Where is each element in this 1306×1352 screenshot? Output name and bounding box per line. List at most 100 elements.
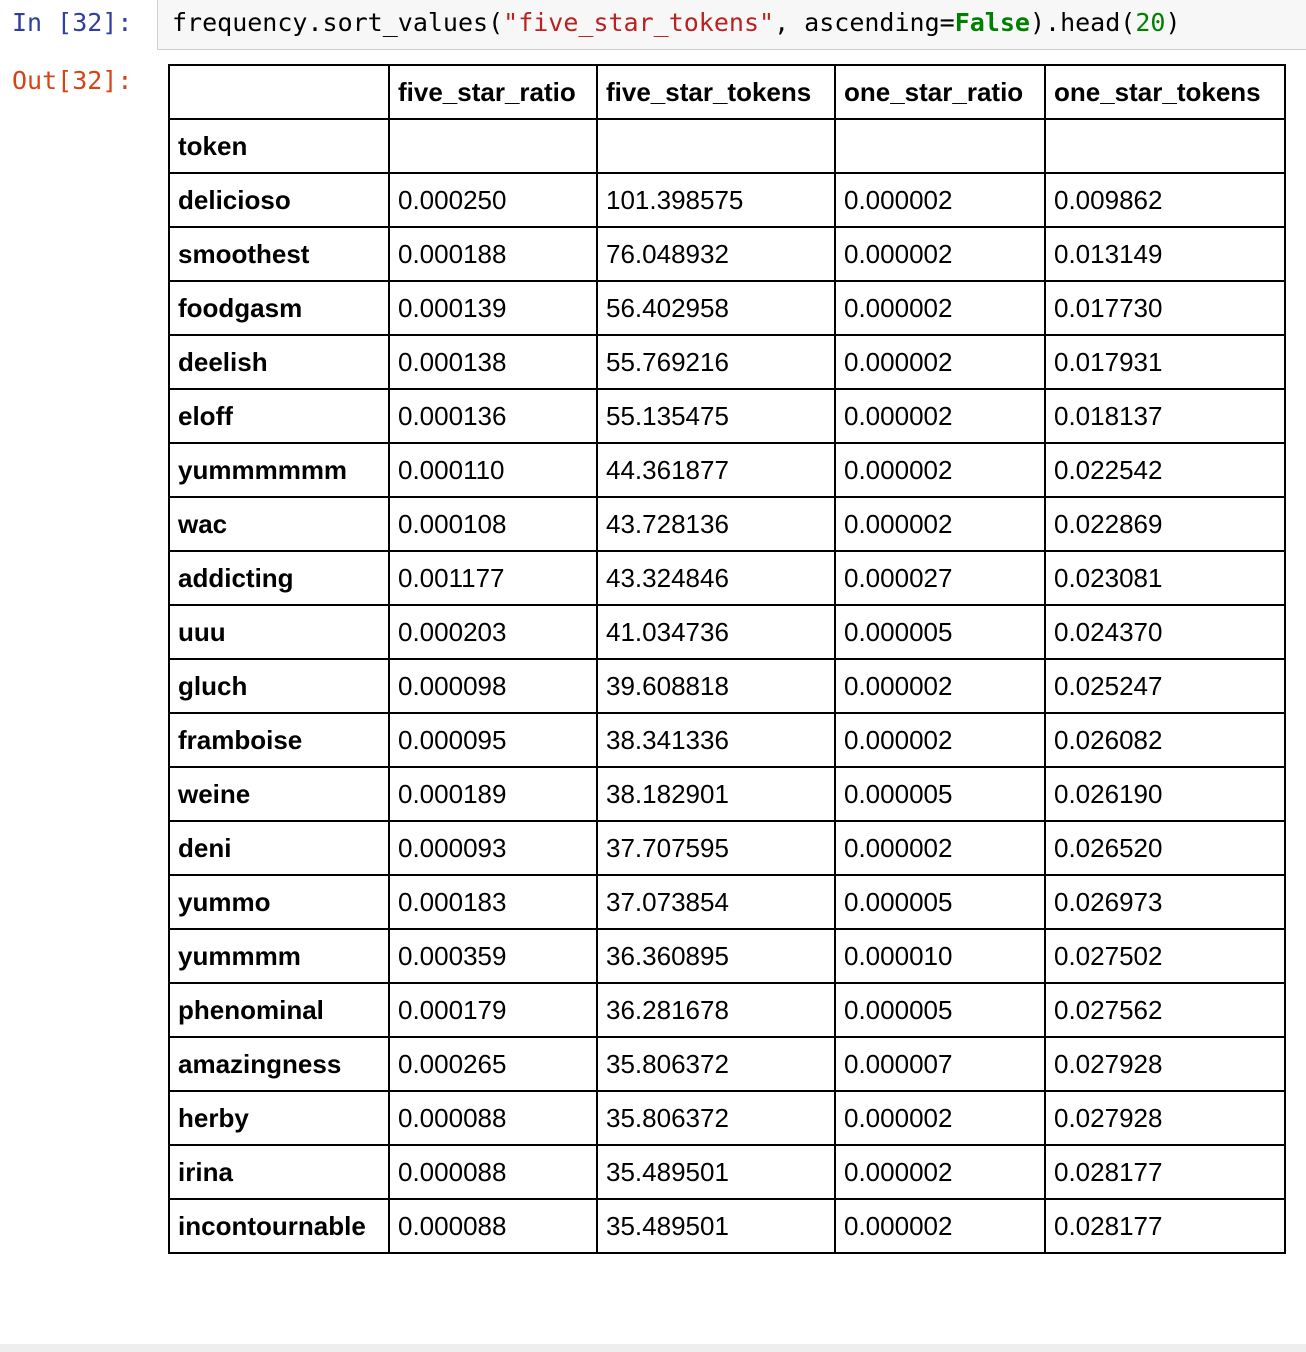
table-row: eloff 0.000136 55.135475 0.000002 0.018137 (168, 388, 1286, 444)
empty-header-cell (596, 118, 836, 174)
table-row: yummmm 0.000359 36.360895 0.000010 0.027502 (168, 928, 1286, 984)
code-prefix: frequency.sort_values( (172, 8, 504, 37)
row-index: addicting (168, 550, 390, 606)
table-cell: 0.000002 (834, 172, 1046, 228)
table-cell: 0.017730 (1044, 280, 1286, 336)
table-cell: 0.013149 (1044, 226, 1286, 282)
code-line: frequency.sort_values("five_star_tokens"… (172, 8, 1181, 38)
table-cell: 0.000002 (834, 1198, 1046, 1254)
table-row: irina 0.000088 35.489501 0.000002 0.028177 (168, 1144, 1286, 1200)
table-cell: 101.398575 (596, 172, 836, 228)
index-name-row: token (168, 118, 1286, 174)
column-header: five_star_ratio (388, 64, 598, 120)
table-cell: 0.000005 (834, 604, 1046, 660)
table-cell: 55.135475 (596, 388, 836, 444)
table-cell: 41.034736 (596, 604, 836, 660)
row-index: yummmm (168, 928, 390, 984)
table-cell: 0.000002 (834, 1144, 1046, 1200)
table-row: weine 0.000189 38.182901 0.000005 0.026190 (168, 766, 1286, 822)
table-cell: 39.608818 (596, 658, 836, 714)
table-cell: 0.000095 (388, 712, 598, 768)
empty-header-cell (388, 118, 598, 174)
table-cell: 0.000088 (388, 1198, 598, 1254)
table-cell: 36.360895 (596, 928, 836, 984)
table-cell: 76.048932 (596, 226, 836, 282)
table-cell: 0.000359 (388, 928, 598, 984)
table-cell: 0.000007 (834, 1036, 1046, 1092)
table-cell: 44.361877 (596, 442, 836, 498)
code-middle: ).head( (1029, 8, 1136, 37)
table-cell: 0.026520 (1044, 820, 1286, 876)
table-cell: 0.000265 (388, 1036, 598, 1092)
table-row: yummmmmm 0.000110 44.361877 0.000002 0.02254… (168, 442, 1286, 498)
row-index: uuu (168, 604, 390, 660)
table-cell: 43.324846 (596, 550, 836, 606)
table-cell: 38.182901 (596, 766, 836, 822)
table-cell: 37.073854 (596, 874, 836, 930)
table-cell: 0.001177 (388, 550, 598, 606)
table-cell: 0.009862 (1044, 172, 1286, 228)
row-index: incontournable (168, 1198, 390, 1254)
row-index: delicioso (168, 172, 390, 228)
table-cell: 0.000002 (834, 496, 1046, 552)
dataframe-table: five_star_ratio five_star_tokens one_sta… (168, 64, 1286, 1254)
table-cell: 0.000098 (388, 658, 598, 714)
table-row: uuu 0.000203 41.034736 0.000005 0.024370 (168, 604, 1286, 660)
table-cell: 38.341336 (596, 712, 836, 768)
table-cell: 43.728136 (596, 496, 836, 552)
row-index: phenominal (168, 982, 390, 1038)
row-index: deni (168, 820, 390, 876)
table-cell: 0.027928 (1044, 1090, 1286, 1146)
column-header: five_star_tokens (596, 64, 836, 120)
row-index: yummo (168, 874, 390, 930)
table-cell: 0.000002 (834, 226, 1046, 282)
table-row: amazingness 0.000265 35.806372 0.000007 0.02… (168, 1036, 1286, 1092)
empty-header-cell (834, 118, 1046, 174)
code-cell-input[interactable]: frequency.sort_values("five_star_tokens"… (157, 0, 1306, 50)
table-cell: 0.000010 (834, 928, 1046, 984)
table-cell: 0.000002 (834, 658, 1046, 714)
table-header: five_star_ratio five_star_tokens one_sta… (168, 64, 1286, 174)
table-row: incontournable 0.000088 35.489501 0.000002 0… (168, 1198, 1286, 1254)
header-corner (168, 64, 390, 120)
table-row: herby 0.000088 35.806372 0.000002 0.027928 (168, 1090, 1286, 1146)
row-index: framboise (168, 712, 390, 768)
table-row: delicioso 0.000250 101.398575 0.000002 0.009… (168, 172, 1286, 228)
column-header: one_star_tokens (1044, 64, 1286, 120)
table-cell: 0.000203 (388, 604, 598, 660)
table-cell: 0.027502 (1044, 928, 1286, 984)
table-cell: 56.402958 (596, 280, 836, 336)
table-row: gluch 0.000098 39.608818 0.000002 0.025247 (168, 658, 1286, 714)
table-row: wac 0.000108 43.728136 0.000002 0.022869 (168, 496, 1286, 552)
table-cell: 0.000002 (834, 442, 1046, 498)
column-header-row: five_star_ratio five_star_tokens one_sta… (168, 64, 1286, 120)
row-index: foodgasm (168, 280, 390, 336)
table-cell: 0.028177 (1044, 1198, 1286, 1254)
table-cell: 0.018137 (1044, 388, 1286, 444)
table-cell: 0.000093 (388, 820, 598, 876)
table-cell: 0.000088 (388, 1144, 598, 1200)
table-cell: 36.281678 (596, 982, 836, 1038)
table-cell: 0.025247 (1044, 658, 1286, 714)
table-cell: 0.017931 (1044, 334, 1286, 390)
table-cell: 35.489501 (596, 1198, 836, 1254)
input-prompt: In [32]: (12, 8, 133, 37)
table-cell: 0.000002 (834, 280, 1046, 336)
table-cell: 0.000108 (388, 496, 598, 552)
table-cell: 0.027928 (1044, 1036, 1286, 1092)
table-cell: 0.000005 (834, 874, 1046, 930)
code-num-arg: 20 (1135, 8, 1166, 37)
table-cell: 0.000088 (388, 1090, 598, 1146)
table-cell: 0.000179 (388, 982, 598, 1038)
code-sep: , ascending= (774, 8, 955, 37)
row-index: deelish (168, 334, 390, 390)
table-row: phenominal 0.000179 36.281678 0.000005 0.027… (168, 982, 1286, 1038)
table-cell: 0.000183 (388, 874, 598, 930)
table-cell: 0.000139 (388, 280, 598, 336)
table-cell: 0.000002 (834, 1090, 1046, 1146)
table-cell: 0.023081 (1044, 550, 1286, 606)
empty-header-cell (1044, 118, 1286, 174)
row-index: herby (168, 1090, 390, 1146)
table-row: addicting 0.001177 43.324846 0.000027 0.0230… (168, 550, 1286, 606)
table-row: smoothest 0.000188 76.048932 0.000002 0.0131… (168, 226, 1286, 282)
